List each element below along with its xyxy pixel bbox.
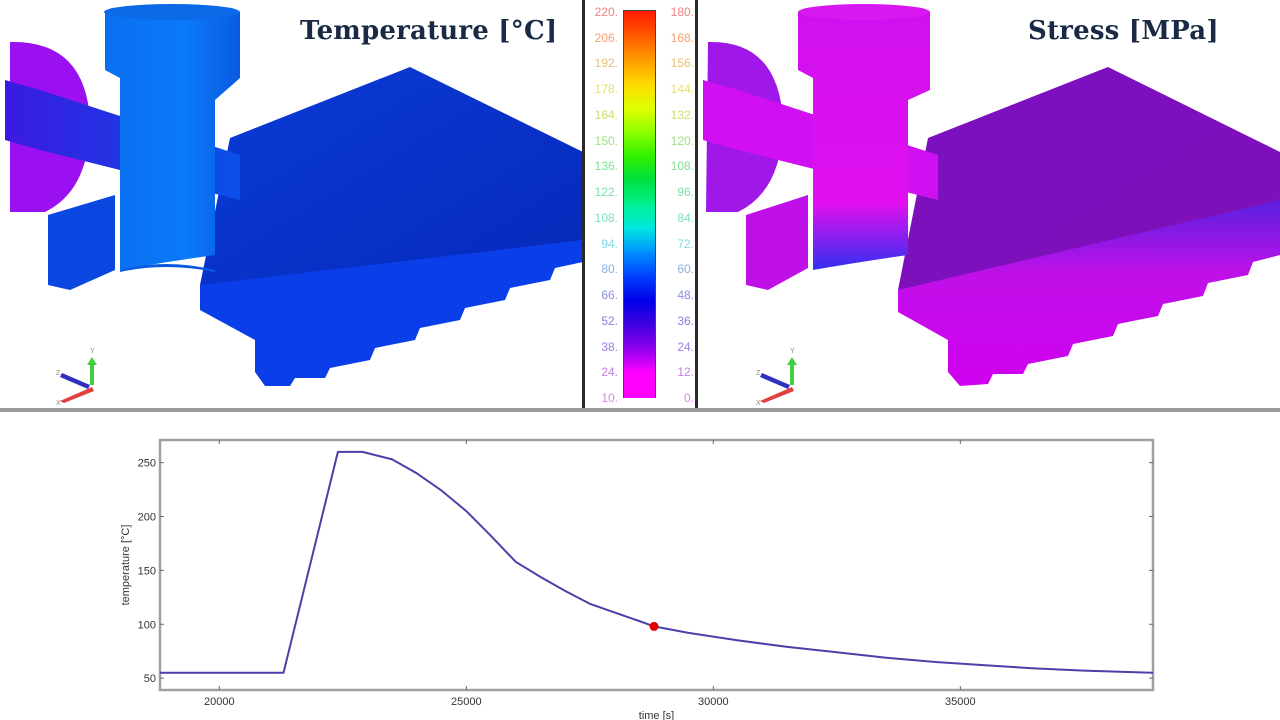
x-tick-label: 20000 xyxy=(204,696,235,708)
x-axis-label: time [s] xyxy=(639,710,674,720)
stress-view-title: Stress [MPa] xyxy=(1028,16,1219,46)
y-tick-label: 100 xyxy=(138,619,156,631)
temperature-tick: 220. xyxy=(594,5,618,19)
stress-tick: 168. xyxy=(670,30,694,45)
temperature-tick: 10. xyxy=(601,391,618,405)
stress-tick: 12. xyxy=(677,365,694,380)
stress-tick: 180. xyxy=(670,5,694,19)
stress-tick: 24. xyxy=(677,339,694,354)
temperature-tick: 108. xyxy=(594,210,618,225)
temperature-tick: 150. xyxy=(594,133,618,148)
colorbar-band xyxy=(624,11,655,37)
colorbar-band xyxy=(624,252,655,278)
colorbar-band xyxy=(624,372,655,398)
temperature-tick: 136. xyxy=(594,159,618,174)
y-axis-label: temperature [°C] xyxy=(120,525,132,606)
stress-tick: 0. xyxy=(683,391,694,405)
stress-tick: 144. xyxy=(670,82,694,97)
colorbar-band xyxy=(624,59,655,85)
axis-y-label: Y xyxy=(790,348,795,355)
stress-tick: 108. xyxy=(670,159,694,174)
temperature-line xyxy=(160,450,1154,674)
viewport-area: Y Z X Temperature [°C] 220. 206. 192. 178. 1… xyxy=(0,0,1280,408)
temperature-tick: 178. xyxy=(594,82,618,97)
temperature-3d-view[interactable]: Y Z X Temperature [°C] xyxy=(0,0,583,408)
right-divider xyxy=(695,0,698,408)
current-time-marker xyxy=(649,621,659,631)
temperature-tick: 164. xyxy=(594,107,618,122)
y-tick-label: 200 xyxy=(138,512,156,524)
stress-tick: 96. xyxy=(677,185,694,200)
axis-triad-icon: Y Z X xyxy=(56,348,97,405)
colorbar-band xyxy=(624,348,655,375)
colorbar-band xyxy=(624,83,655,109)
temperature-tick: 52. xyxy=(601,313,618,328)
stress-tick: 72. xyxy=(677,236,694,251)
temperature-tick: 94. xyxy=(601,236,618,251)
axis-x-label: X xyxy=(756,400,761,405)
colorbar-band xyxy=(624,204,655,230)
stress-tick: 36. xyxy=(677,313,694,328)
temperature-tick: 38. xyxy=(601,339,618,354)
x-tick-label: 35000 xyxy=(945,696,976,708)
temperature-tick: 24. xyxy=(601,365,618,380)
colorbar-band xyxy=(624,131,655,158)
colorbar-band xyxy=(624,107,655,134)
colorbar-band xyxy=(624,35,655,61)
stress-3d-view[interactable]: Y Z X Stress [MPa] xyxy=(698,0,1280,408)
temperature-tick: 80. xyxy=(601,262,618,277)
axis-z-label: Z xyxy=(756,370,761,377)
axis-y-label: Y xyxy=(90,348,95,355)
stress-tick: 84. xyxy=(677,210,694,225)
color-legend: 220. 206. 192. 178. 164. 150. 136. 122. 108. 94. 8… xyxy=(586,0,697,408)
stress-tick: 120. xyxy=(670,133,694,148)
temperature-model-render xyxy=(5,4,583,386)
stress-tick: 48. xyxy=(677,288,694,303)
temperature-view-title: Temperature [°C] xyxy=(300,16,558,46)
colorbar-band xyxy=(624,179,655,206)
section-divider xyxy=(0,408,1280,412)
temperature-tick: 192. xyxy=(594,56,618,71)
temperature-tick: 206. xyxy=(594,30,618,45)
y-tick-label: 150 xyxy=(138,565,156,577)
chart-canvas: 50 100 150 200 250 20000 25000 30000 35000 time [… xyxy=(120,438,1155,720)
colorbar-band xyxy=(624,228,655,254)
stress-tick: 60. xyxy=(677,262,694,277)
stress-tick: 156. xyxy=(670,56,694,71)
axis-z-label: Z xyxy=(56,370,61,377)
colorbar xyxy=(623,10,656,398)
x-tick-label: 30000 xyxy=(698,696,729,708)
temperature-time-chart: 50 100 150 200 250 20000 25000 30000 35000 time [… xyxy=(0,412,1280,720)
axis-triad-icon: Y Z X xyxy=(756,348,797,405)
temperature-tick: 66. xyxy=(601,288,618,303)
y-tick-label: 50 xyxy=(144,673,156,685)
colorbar-band xyxy=(624,300,655,327)
stress-tick: 132. xyxy=(670,107,694,122)
colorbar-band xyxy=(624,155,655,182)
x-tick-label: 25000 xyxy=(451,696,482,708)
colorbar-band xyxy=(624,276,655,302)
left-divider xyxy=(582,0,585,408)
colorbar-band xyxy=(624,324,655,351)
y-tick-label: 250 xyxy=(138,458,156,470)
temperature-tick: 122. xyxy=(594,185,618,200)
plot-frame xyxy=(158,438,1155,692)
axis-x-label: X xyxy=(56,400,61,405)
stress-model-render xyxy=(703,4,1280,386)
